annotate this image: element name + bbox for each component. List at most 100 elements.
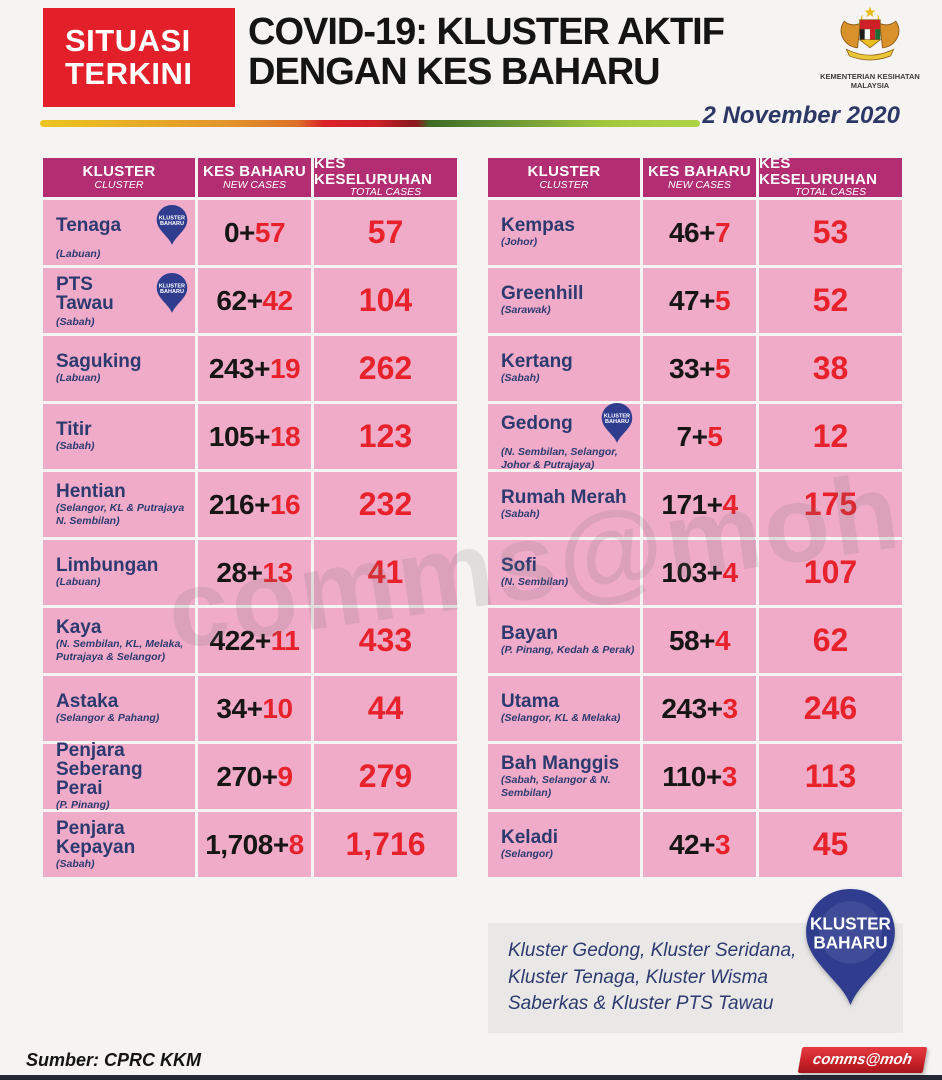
existing-cases-value: 46 <box>668 216 700 248</box>
title-line1: COVID-19: KLUSTER AKTIF <box>248 11 725 53</box>
col-header-kes-baharu: KES BAHARU NEW CASES <box>198 158 311 197</box>
new-cases-value: 7 <box>714 216 731 248</box>
svg-text:KLUSTER: KLUSTER <box>604 413 630 419</box>
new-cases-value: 9 <box>277 760 294 792</box>
new-cases-value: 5 <box>714 284 731 316</box>
new-cases-cell: 62 +42 <box>198 268 311 333</box>
total-cases-value: 45 <box>812 826 849 862</box>
total-cases-cell: 52 <box>759 268 902 333</box>
existing-cases-value: 28 <box>216 556 247 588</box>
badge-line2: TERKINI <box>65 55 193 91</box>
plus-sign: + <box>706 556 723 588</box>
plus-sign: + <box>699 828 715 860</box>
total-cases-value: 52 <box>812 282 849 318</box>
new-cases-cell: 33 +5 <box>643 336 756 401</box>
malaysia-crest-icon <box>830 6 910 71</box>
cluster-name-cell: Tenaga KLUSTER BAHARU (Labuan) <box>43 200 195 265</box>
cluster-name: Penjara Kepayan <box>56 817 136 858</box>
situasi-terkini-badge: SITUASI TERKINI <box>43 8 235 107</box>
existing-cases-value: 171 <box>661 488 707 520</box>
cluster-name-cell: Hentian (Selangor, KL & Putrajaya N. Sem… <box>43 472 195 537</box>
total-cases-value: 57 <box>367 214 404 250</box>
total-cases-cell: 246 <box>759 676 902 741</box>
plus-sign: + <box>706 488 723 520</box>
total-cases-value: 44 <box>367 690 404 726</box>
cluster-location: (Johor) <box>501 236 538 249</box>
new-cases-value: 3 <box>722 692 739 724</box>
cluster-location: (Labuan) <box>56 372 101 385</box>
cluster-name-cell: Saguking (Labuan) <box>43 336 195 401</box>
new-cases-cell: 105 +18 <box>198 404 311 469</box>
total-cases-value: 262 <box>358 350 413 386</box>
cluster-name: Kertang <box>501 351 573 373</box>
logo-caption: KEMENTERIAN KESIHATAN MALAYSIA <box>820 72 920 91</box>
existing-cases-value: 7 <box>676 420 692 452</box>
total-cases-cell: 1,716 <box>314 812 457 877</box>
svg-text:BAHARU: BAHARU <box>160 289 184 295</box>
cluster-name: Kaya <box>56 616 102 638</box>
badge-line1: SITUASI <box>65 22 191 58</box>
plus-sign: + <box>246 556 263 588</box>
total-cases-cell: 38 <box>759 336 902 401</box>
total-cases-value: 433 <box>358 622 413 658</box>
cluster-table-right: KLUSTER CLUSTER KES BAHARU NEW CASES KES… <box>488 156 902 877</box>
new-cases-cell: 110 +3 <box>643 744 756 809</box>
existing-cases-value: 243 <box>661 692 707 724</box>
cluster-name-cell: Limbungan (Labuan) <box>43 540 195 605</box>
cluster-name: Saguking <box>56 351 142 373</box>
col-header-kes-keseluruhan-sub: TOTAL CASES <box>794 186 867 199</box>
new-cases-value: 10 <box>262 692 293 724</box>
cluster-name-cell: Bayan (P. Pinang, Kedah & Perak) <box>488 608 640 673</box>
cluster-name: Hentian <box>56 480 126 502</box>
total-cases-value: 107 <box>803 554 858 590</box>
plus-sign: + <box>705 760 722 792</box>
col-header-kes-baharu-main: KES BAHARU <box>202 162 306 180</box>
new-cases-value: 19 <box>269 352 301 384</box>
total-cases-value: 53 <box>812 214 849 250</box>
plus-sign: + <box>254 352 270 384</box>
total-cases-cell: 104 <box>314 268 457 333</box>
total-cases-value: 246 <box>803 690 858 726</box>
new-cases-value: 4 <box>722 488 739 520</box>
cluster-name-cell: Gedong KLUSTER BAHARU (N. Sembilan, Sela… <box>488 402 640 471</box>
source-note: Sumber: CPRC KKM <box>26 1050 202 1070</box>
svg-text:KLUSTER: KLUSTER <box>159 215 185 221</box>
new-cases-cell: 243 +19 <box>198 336 311 401</box>
new-cases-value: 3 <box>721 760 738 792</box>
total-cases-value: 279 <box>358 758 413 794</box>
plus-sign: + <box>254 420 270 452</box>
total-cases-cell: 57 <box>314 200 457 265</box>
new-cases-value: 5 <box>714 352 731 384</box>
new-cases-value: 8 <box>288 828 305 860</box>
existing-cases-value: 103 <box>661 556 707 588</box>
cluster-location: (Sarawak) <box>501 304 551 317</box>
col-header-kes-keseluruhan: KES KESELURUHAN TOTAL CASES <box>314 154 457 198</box>
page-title: COVID-19: KLUSTER AKTIF DENGAN KES BAHAR… <box>248 11 725 92</box>
col-header-kes-baharu-main: KES BAHARU <box>647 162 751 180</box>
total-cases-value: 113 <box>804 758 857 794</box>
new-cases-value: 3 <box>714 828 731 860</box>
kluster-baharu-pin-icon: KLUSTER BAHARU <box>154 272 190 315</box>
existing-cases-value: 1,708 <box>205 828 273 860</box>
cluster-name: Utama <box>501 691 560 713</box>
total-cases-value: 104 <box>358 282 413 318</box>
cluster-name-cell: Rumah Merah (Sabah) <box>488 472 640 537</box>
plus-sign: + <box>691 420 708 452</box>
kluster-baharu-pin-icon: KLUSTER BAHARU <box>154 204 190 247</box>
total-cases-value: 12 <box>812 418 849 454</box>
new-cases-cell: 270 +9 <box>198 744 311 809</box>
col-header-kluster-main: KLUSTER <box>82 162 156 180</box>
new-cases-cell: 0 +57 <box>198 200 311 265</box>
col-header-kes-keseluruhan-main: KES KESELURUHAN <box>314 154 433 188</box>
cluster-location: (Selangor, KL & Melaka) <box>501 712 621 725</box>
cluster-location: (N. Sembilan, Selangor, Johor & Putrajay… <box>501 445 618 471</box>
big-pin-label-line1: KLUSTER <box>810 913 892 933</box>
cluster-name: Penjara Seberang Perai <box>56 740 143 800</box>
cluster-name: Astaka <box>56 691 119 713</box>
total-cases-cell: 12 <box>759 404 902 469</box>
total-cases-cell: 262 <box>314 336 457 401</box>
new-cases-cell: 243 +3 <box>643 676 756 741</box>
new-cases-value: 5 <box>707 420 723 452</box>
cluster-location: (P. Pinang) <box>56 799 110 812</box>
cluster-name-cell: Keladi (Selangor) <box>488 812 640 877</box>
